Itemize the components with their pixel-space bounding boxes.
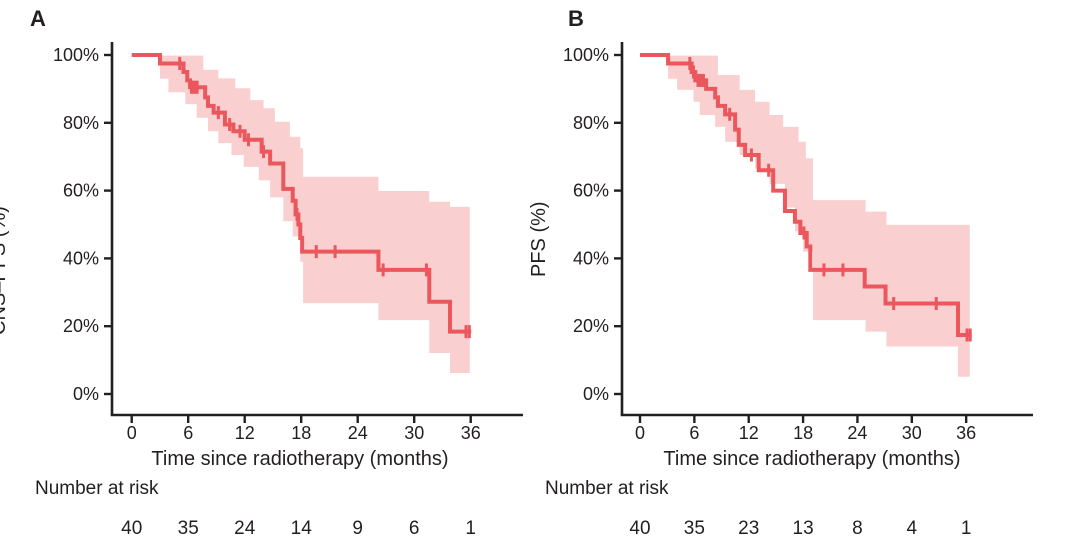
x-tick-label: 12 <box>235 423 255 443</box>
confidence-band <box>159 55 470 373</box>
risk-number: 23 <box>738 518 759 539</box>
risk-number: 4 <box>907 518 918 539</box>
km-chart-a: 0% 20% 40% 60% 80% 100% 0 6 12 18 24 30 36 40 35 24 14 9 6… <box>53 42 523 539</box>
x-tick-label: 30 <box>902 423 922 443</box>
risk-number: 9 <box>352 518 363 539</box>
risk-number: 6 <box>409 518 420 539</box>
x-tick-label: 18 <box>291 423 311 443</box>
y-tick-label: 0% <box>73 384 99 404</box>
y-tick-label: 20% <box>573 316 609 336</box>
y-tick-label: 80% <box>573 113 609 133</box>
x-tick-label: 30 <box>404 423 424 443</box>
panel-label-b: B <box>568 6 584 31</box>
y-tick-label: 0% <box>583 384 609 404</box>
risk-table-label-a: Number at risk <box>35 478 159 499</box>
risk-number: 24 <box>234 518 256 539</box>
risk-number: 8 <box>852 518 863 539</box>
y-tick-label: 60% <box>573 181 609 201</box>
x-tick-label: 6 <box>183 423 193 443</box>
y-tick-label: 80% <box>63 113 99 133</box>
risk-table-label-b: Number at risk <box>545 478 669 499</box>
x-tick-label: 36 <box>956 423 976 443</box>
risk-number: 40 <box>629 518 650 539</box>
y-tick-label: 100% <box>563 45 609 65</box>
risk-number: 35 <box>684 518 705 539</box>
x-tick-label: 36 <box>461 423 481 443</box>
y-tick-label: 40% <box>63 248 99 268</box>
risk-number: 13 <box>793 518 814 539</box>
x-tick-label: 12 <box>739 423 759 443</box>
y-tick-label: 100% <box>53 45 99 65</box>
y-tick-label: 20% <box>63 316 99 336</box>
risk-number: 35 <box>178 518 199 539</box>
confidence-band <box>668 55 970 377</box>
y-tick-label: 60% <box>63 181 99 201</box>
x-tick-label: 0 <box>127 423 137 443</box>
km-panel-b: B PFS (%) 0% 20% 40% 60% 80% 100% 0 6 12 18 24 30 36… <box>528 0 1080 551</box>
x-tick-label: 24 <box>847 423 867 443</box>
x-tick-label: 24 <box>348 423 368 443</box>
panel-label-a: A <box>30 6 46 31</box>
y-tick-label: 40% <box>573 248 609 268</box>
x-tick-label: 6 <box>689 423 699 443</box>
risk-number: 1 <box>961 518 972 539</box>
x-tick-label: 0 <box>635 423 645 443</box>
km-panel-a: A CNS–PFS (%) 0% 20% 40% 60% 80% 100% 0 6 12 18 24… <box>0 6 523 539</box>
km-chart-b: 0% 20% 40% 60% 80% 100% 0 6 12 18 24 30 36 40 35 23 13 8 4… <box>563 42 1033 539</box>
x-axis-title-a: Time since radiotherapy (months) <box>151 448 449 470</box>
risk-number: 14 <box>291 518 313 539</box>
risk-number: 1 <box>465 518 476 539</box>
x-axis-title-b: Time since radiotherapy (months) <box>663 448 961 470</box>
x-tick-label: 18 <box>793 423 813 443</box>
risk-number: 40 <box>121 518 142 539</box>
